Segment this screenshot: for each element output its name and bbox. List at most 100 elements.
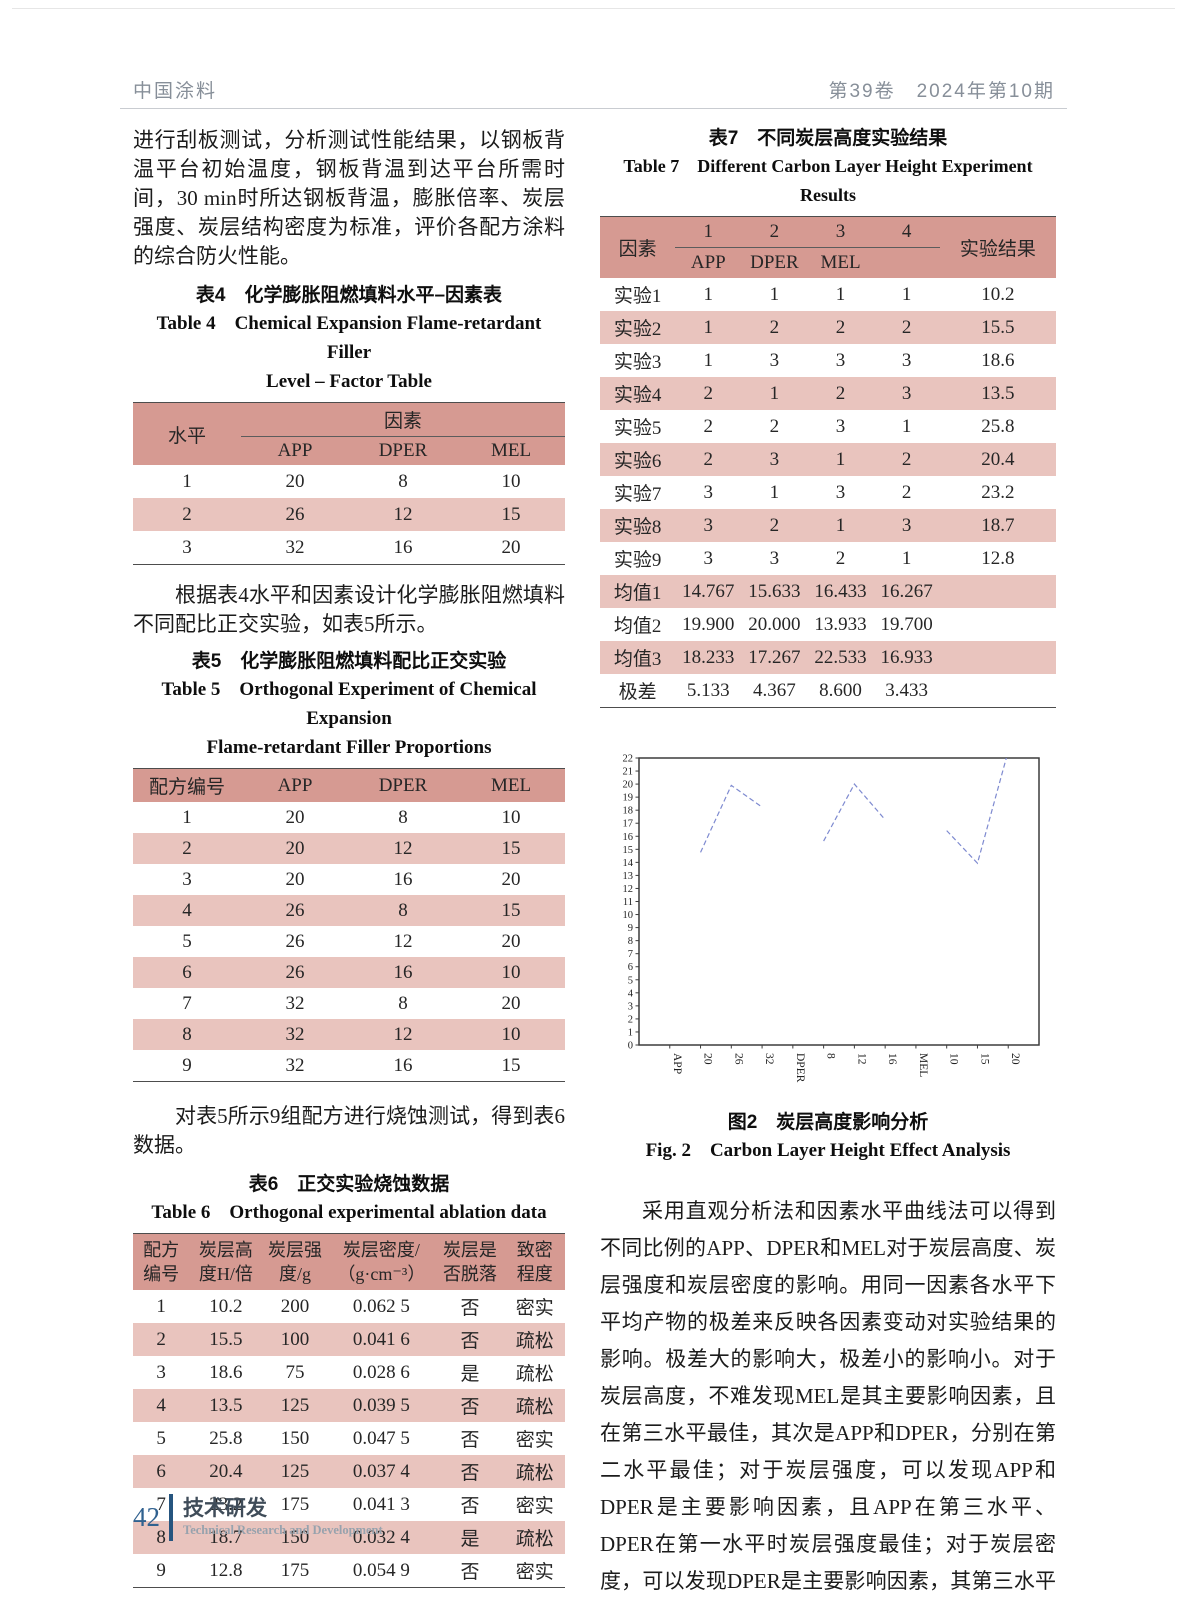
table-cell: 2 <box>807 377 874 410</box>
table-cell: 17.267 <box>741 641 808 674</box>
data-series <box>699 758 1007 865</box>
table-row: 4 26 8 15 <box>133 895 565 926</box>
x-axis: APP 20 26 32 DPER 8 12 16 MEL 10 15 20 <box>669 1045 1021 1083</box>
table-cell: 0.062 5 <box>352 1295 410 1317</box>
table-cell: 10 <box>457 957 565 988</box>
svg-text:9: 9 <box>628 923 633 934</box>
table-cell: 32 <box>285 992 305 1014</box>
table-cell: 20 <box>285 868 305 890</box>
table7-subheader-mel: MEL <box>807 247 874 278</box>
svg-text:10: 10 <box>623 910 634 921</box>
page-number: 42 <box>133 1502 160 1532</box>
table-cell: 否 <box>460 1298 480 1319</box>
table-cell: 18.6 <box>981 349 1015 371</box>
table-cell: 8 <box>349 895 457 926</box>
table6-header-density: 炭层密度/ （g·cm⁻³） <box>327 1233 436 1290</box>
table-cell: 密实 <box>515 1430 554 1451</box>
table-cell: 极差 <box>618 682 657 703</box>
scan-edge <box>12 8 1175 9</box>
left-column: 进行刮板测试，分析测试性能结果，以钢板背温平台初始温度，钢板背温到达平台所需时间… <box>133 126 565 1600</box>
table-cell: 1 <box>807 509 874 542</box>
table-cell: 125 <box>262 1455 328 1488</box>
svg-text:14: 14 <box>623 858 634 869</box>
table6-header-compact: 致密 程度 <box>504 1233 565 1290</box>
spacer <box>133 565 565 581</box>
table5-body: 1 20 8 10 2 20 12 15 3 20 16 20 4 26 8 15 5 26 12 20 6 26 16 10… <box>133 802 565 1082</box>
table-cell: 3 <box>675 509 742 542</box>
table-row: 6 26 16 10 <box>133 957 565 988</box>
table6-header-falloff: 炭层是 否脱落 <box>435 1233 505 1290</box>
table4-caption-en: Table 4 Chemical Expansion Flame-retarda… <box>156 313 542 392</box>
table-cell: 0.039 5 <box>327 1389 436 1422</box>
table-cell: 25.8 <box>209 1427 243 1449</box>
table-5: 配方编号 APP DPER MEL 1 20 8 10 2 20 12 15 3 20 16 20 4 2… <box>133 768 565 1082</box>
table-cell <box>939 575 1056 608</box>
table5-header-mel: MEL <box>457 768 565 802</box>
table-cell: 26 <box>241 957 349 988</box>
table-cell: 实验6 <box>600 443 676 476</box>
table-row: 1 20 8 10 <box>133 802 565 833</box>
table5-header-dper: DPER <box>349 768 457 802</box>
svg-text:DPER: DPER <box>794 1053 806 1083</box>
table-cell: 2 <box>133 833 241 864</box>
table-cell: 实验2 <box>600 311 676 344</box>
table-cell: 3 <box>741 443 808 476</box>
table-row: 实验6 2 3 1 2 20.4 <box>600 443 1056 476</box>
table-cell: 1 <box>156 1295 166 1317</box>
table6-header-strength: 炭层强 度/g <box>262 1233 328 1290</box>
table-cell: 10.2 <box>209 1295 243 1317</box>
table-row: 实验1 1 1 1 1 10.2 <box>600 278 1056 311</box>
table-cell: 10.2 <box>981 283 1015 305</box>
table-cell: 6 <box>133 1455 190 1488</box>
svg-text:26: 26 <box>732 1053 744 1065</box>
table-cell: 12 <box>349 833 457 864</box>
table-cell: 2 <box>133 498 241 531</box>
table-cell: 2 <box>741 311 808 344</box>
table-cell: 1 <box>703 283 714 305</box>
table-cell: 否 <box>460 1562 480 1583</box>
table-cell: 疏松 <box>504 1521 565 1554</box>
table-cell: 16.267 <box>873 575 940 608</box>
table-cell: 12 <box>349 498 457 531</box>
table-cell: 19.900 <box>682 613 735 635</box>
svg-text:22: 22 <box>623 754 634 765</box>
spacer <box>133 1588 565 1600</box>
table-cell: 3 <box>901 349 912 371</box>
table-cell: 2 <box>807 311 874 344</box>
header-divider <box>120 108 1067 109</box>
table-row: 均值1 14.767 15.633 16.433 16.267 <box>600 575 1056 608</box>
table-cell: 4 <box>133 895 241 926</box>
svg-text:6: 6 <box>628 962 633 973</box>
table-cell: 125 <box>262 1389 328 1422</box>
table-row: 1 10.2 200 0.062 5 否 密实 <box>133 1290 565 1323</box>
svg-text:APP: APP <box>671 1053 683 1074</box>
table-row: 7 23.2 175 0.041 3 否 密实 <box>133 1488 565 1521</box>
table-cell: 20 <box>501 930 521 952</box>
table-row: 实验3 1 3 3 3 18.6 <box>600 344 1056 377</box>
table-cell: 8 <box>398 470 408 492</box>
spacer <box>133 1160 565 1172</box>
svg-text:32: 32 <box>763 1053 775 1065</box>
table-cell: 否 <box>460 1496 480 1517</box>
svg-text:20: 20 <box>702 1053 714 1065</box>
table-cell: 15 <box>457 498 565 531</box>
table-row: 3 18.6 75 0.028 6 是 疏松 <box>133 1356 565 1389</box>
table-cell: 疏松 <box>504 1323 565 1356</box>
table6-body: 1 10.2 200 0.062 5 否密实 2 15.5 100 0.041 6 否疏松 3 18.… <box>133 1290 565 1588</box>
footer-section-en: Technical Research and Development <box>183 1522 383 1537</box>
table-cell: 20.4 <box>189 1455 263 1488</box>
table5-head: 配方编号 APP DPER MEL <box>133 768 565 802</box>
table-cell: 8 <box>133 1019 241 1050</box>
svg-text:MEL: MEL <box>917 1053 929 1077</box>
table-cell: 175 <box>280 1493 310 1515</box>
series-MEL <box>946 758 1007 865</box>
table-cell <box>940 674 1056 708</box>
table-cell: 实验3 <box>613 352 662 373</box>
table-cell: 20 <box>501 536 521 558</box>
table-cell: 19.700 <box>880 613 933 635</box>
table4-header-dper: DPER <box>349 436 457 465</box>
table-cell: 均值3 <box>600 641 676 674</box>
table7-caption-zh: 表7 不同炭层高度实验结果 <box>708 128 948 149</box>
table-cell: 2 <box>835 547 846 569</box>
